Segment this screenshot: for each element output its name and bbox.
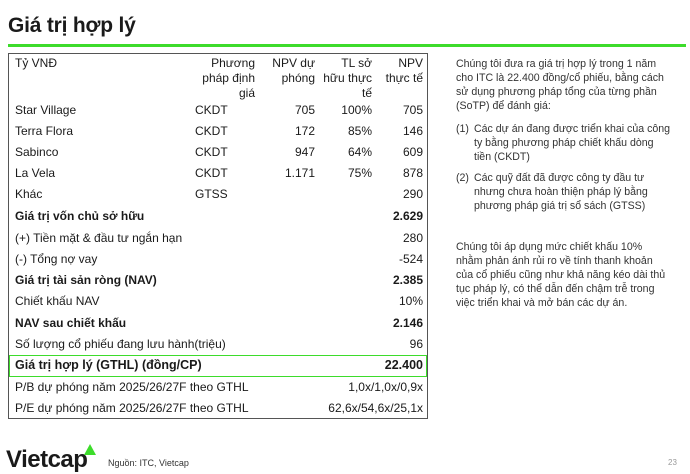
row-method: CKDT (195, 166, 228, 180)
multiple-row-pb: P/B dự phóng năm 2025/26/27F theo GTHL 1… (9, 377, 427, 398)
summary-value: 10% (398, 294, 423, 308)
multiple-row-pe: P/E dự phóng năm 2025/26/27F theo GTHL 6… (9, 398, 427, 419)
summary-label: NAV sau chiết khấu (15, 316, 127, 330)
row-name: Terra Flora (15, 124, 74, 138)
vietcap-logo: Vietcap (6, 446, 88, 473)
commentary-discount: Chúng tôi áp dụng mức chiết khấu 10% nhằ… (456, 241, 666, 309)
summary-value: 2.385 (392, 273, 423, 287)
summary-row-debt: (-) Tổng nợ vay -524 (9, 249, 427, 270)
summary-row-nav-discount: Chiết khấu NAV 10% (9, 291, 427, 312)
table-row: Terra Flora CKDT 172 85% 146 (9, 121, 427, 142)
summary-row-nav: Giá trị tài sản ròng (NAV) 2.385 (9, 270, 427, 291)
summary-value: 2.146 (392, 316, 423, 330)
row-ownership: 85% (347, 124, 372, 138)
row-name: Khác (15, 187, 43, 201)
title-rule (8, 44, 686, 47)
row-npv-actual: 290 (402, 187, 423, 201)
summary-label: Giá trị tài sản ròng (NAV) (15, 273, 157, 287)
commentary-item-number: (1) (456, 123, 469, 135)
row-ownership: 100% (341, 103, 372, 117)
commentary-item-number: (2) (456, 172, 469, 184)
table-row: Khác GTSS 290 (9, 184, 427, 205)
fair-value-value: 22.400 (384, 358, 423, 372)
fair-value-label: Giá trị hợp lý (GTHL) (đồng/CP) (15, 358, 202, 372)
summary-label: (+) Tiền mặt & đầu tư ngắn hạn (15, 231, 183, 245)
row-method: GTSS (195, 187, 228, 201)
row-ownership: 75% (347, 166, 372, 180)
summary-row-shares: Số lượng cổ phiếu đang lưu hành(triệu) 9… (9, 334, 427, 355)
summary-label: Số lượng cổ phiếu đang lưu hành(triệu) (15, 337, 226, 351)
summary-row-cash: (+) Tiền mặt & đầu tư ngắn hạn 280 (9, 228, 427, 249)
table-row: Star Village CKDT 705 100% 705 (9, 100, 427, 121)
row-name: Sabinco (15, 145, 59, 159)
header-npv-actual: NPV thực tế (385, 56, 423, 85)
row-npv-project: 947 (294, 145, 315, 159)
header-name: Tỷ VNĐ (15, 56, 57, 70)
row-name: Star Village (15, 103, 77, 117)
header-method: Phương pháp định giá (202, 56, 255, 100)
commentary-intro: Chúng tôi đưa ra giá trị hợp lý trong 1 … (456, 58, 664, 112)
header-ownership: TL sở hữu thực tế (323, 56, 372, 100)
summary-value: -524 (398, 252, 423, 266)
summary-label: Chiết khấu NAV (15, 294, 100, 308)
fair-value-highlight (9, 355, 427, 377)
row-npv-project: 705 (294, 103, 315, 117)
fair-value-row: Giá trị hợp lý (GTHL) (đồng/CP) 22.400 (9, 355, 427, 376)
valuation-table: Tỷ VNĐ Phương pháp định giá NPV dự phóng… (8, 53, 428, 419)
summary-value: 280 (402, 231, 423, 245)
multiple-value: 62,6x/54,6x/25,1x (328, 401, 423, 415)
summary-value: 2.629 (392, 209, 423, 223)
row-name: La Vela (15, 166, 56, 180)
table-row: Sabinco CKDT 947 64% 609 (9, 142, 427, 163)
row-ownership: 64% (347, 145, 372, 159)
header-npv-project: NPV dự phóng (272, 56, 315, 85)
page-number: 23 (668, 458, 677, 467)
row-npv-actual: 705 (402, 103, 423, 117)
row-npv-actual: 878 (402, 166, 423, 180)
summary-label: (-) Tổng nợ vay (15, 252, 98, 266)
commentary-item-text: Các dự án đang được triển khai của công … (474, 123, 671, 163)
multiple-label: P/E dự phóng năm 2025/26/27F theo GTHL (15, 401, 249, 415)
logo-triangle-icon (84, 444, 96, 455)
table-header: Tỷ VNĐ Phương pháp định giá NPV dự phóng… (9, 54, 427, 100)
table-row: La Vela CKDT 1.171 75% 878 (9, 163, 427, 184)
summary-row-equity: Giá trị vốn chủ sở hữu 2.629 (9, 206, 427, 227)
summary-label: Giá trị vốn chủ sở hữu (15, 209, 145, 223)
summary-row-nav-after: NAV sau chiết khấu 2.146 (9, 313, 427, 334)
row-npv-actual: 146 (402, 124, 423, 138)
row-npv-actual: 609 (402, 145, 423, 159)
commentary-item-text: Các quỹ đất đã được công ty đầu tư nhưng… (474, 172, 648, 212)
row-npv-project: 1.171 (284, 166, 315, 180)
source-note: Nguồn: ITC, Vietcap (108, 458, 189, 468)
row-npv-project: 172 (294, 124, 315, 138)
row-method: CKDT (195, 103, 228, 117)
summary-value: 96 (409, 337, 423, 351)
page-title: Giá trị hợp lý (8, 14, 136, 37)
row-method: CKDT (195, 145, 228, 159)
multiple-label: P/B dự phóng năm 2025/26/27F theo GTHL (15, 380, 249, 394)
multiple-value: 1,0x/1,0x/0,9x (348, 380, 423, 394)
row-method: CKDT (195, 124, 228, 138)
